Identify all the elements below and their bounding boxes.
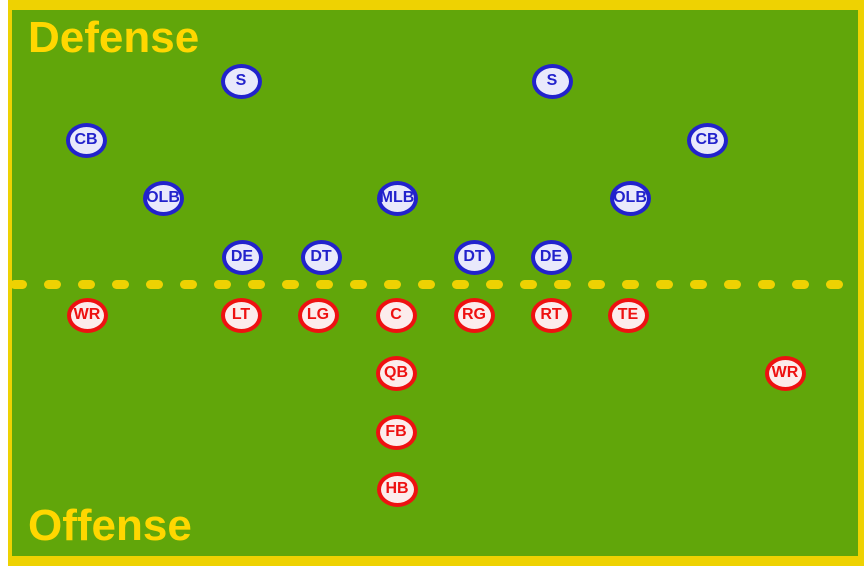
player-label: OLB: [146, 189, 180, 206]
scrimmage-dash: [452, 279, 469, 289]
defense-player-s: S: [220, 63, 262, 99]
scrimmage-dash: [622, 279, 639, 289]
player-label: MLB: [379, 189, 415, 206]
defense-player-olb: OLB: [142, 180, 184, 216]
defense-player-s: S: [531, 63, 573, 99]
scrimmage-dash: [112, 279, 129, 289]
player-label: RT: [540, 306, 562, 323]
defense-player-mlb: MLB: [376, 180, 418, 216]
defense-player-de: DE: [530, 239, 572, 275]
scrimmage-dash: [146, 279, 163, 289]
scrimmage-dash: [180, 279, 197, 289]
player-label: S: [546, 72, 558, 89]
scrimmage-dash: [10, 279, 27, 289]
player-label: WR: [771, 364, 799, 381]
player-label: DE: [539, 248, 563, 265]
offense-player-wr: WR: [66, 297, 108, 333]
player-label: HB: [385, 480, 409, 497]
player-label: CB: [74, 131, 98, 148]
player-label: LT: [231, 306, 251, 323]
offense-player-qb: QB: [375, 355, 417, 391]
defense-label: Defense: [28, 13, 200, 62]
player-label: RG: [462, 306, 486, 323]
scrimmage-dash: [214, 279, 231, 289]
scrimmage-dash: [690, 279, 707, 289]
defense-player-de: DE: [221, 239, 263, 275]
scrimmage-dash: [520, 279, 537, 289]
scrimmage-dash: [248, 279, 265, 289]
player-label: QB: [384, 364, 408, 381]
offense-player-lg: LG: [297, 297, 339, 333]
line-of-scrimmage: [10, 279, 858, 289]
player-label: CB: [695, 131, 719, 148]
offense-label: Offense: [28, 501, 192, 550]
offense-player-lt: LT: [220, 297, 262, 333]
offense-player-wr: WR: [764, 355, 806, 391]
scrimmage-dash: [282, 279, 299, 289]
offense-player-te: TE: [607, 297, 649, 333]
player-label: FB: [385, 423, 407, 440]
player-label: C: [390, 306, 402, 323]
player-label: TE: [617, 306, 639, 323]
scrimmage-dash: [316, 279, 333, 289]
scrimmage-dash: [724, 279, 741, 289]
defense-player-dt: DT: [453, 239, 495, 275]
scrimmage-dash: [384, 279, 401, 289]
scrimmage-dash: [792, 279, 809, 289]
scrimmage-dash: [44, 279, 61, 289]
player-label: DT: [463, 248, 485, 265]
scrimmage-dash: [350, 279, 367, 289]
scrimmage-dash: [418, 279, 435, 289]
scrimmage-dash: [758, 279, 775, 289]
offense-player-fb: FB: [375, 414, 417, 450]
player-label: OLB: [613, 189, 647, 206]
player-label: DE: [230, 248, 254, 265]
player-label: S: [235, 72, 247, 89]
player-label: WR: [73, 306, 101, 323]
player-label: DT: [310, 248, 332, 265]
defense-player-cb: CB: [65, 122, 107, 158]
scrimmage-dash: [486, 279, 503, 289]
player-label: LG: [306, 306, 330, 323]
defense-player-dt: DT: [300, 239, 342, 275]
scrimmage-dash: [588, 279, 605, 289]
offense-player-hb: HB: [376, 471, 418, 507]
offense-player-rg: RG: [453, 297, 495, 333]
defense-player-cb: CB: [686, 122, 728, 158]
defense-player-olb: OLB: [609, 180, 651, 216]
scrimmage-dash: [78, 279, 95, 289]
scrimmage-dash: [656, 279, 673, 289]
scrimmage-dash: [554, 279, 571, 289]
offense-player-c: C: [375, 297, 417, 333]
scrimmage-dash: [826, 279, 843, 289]
offense-player-rt: RT: [530, 297, 572, 333]
